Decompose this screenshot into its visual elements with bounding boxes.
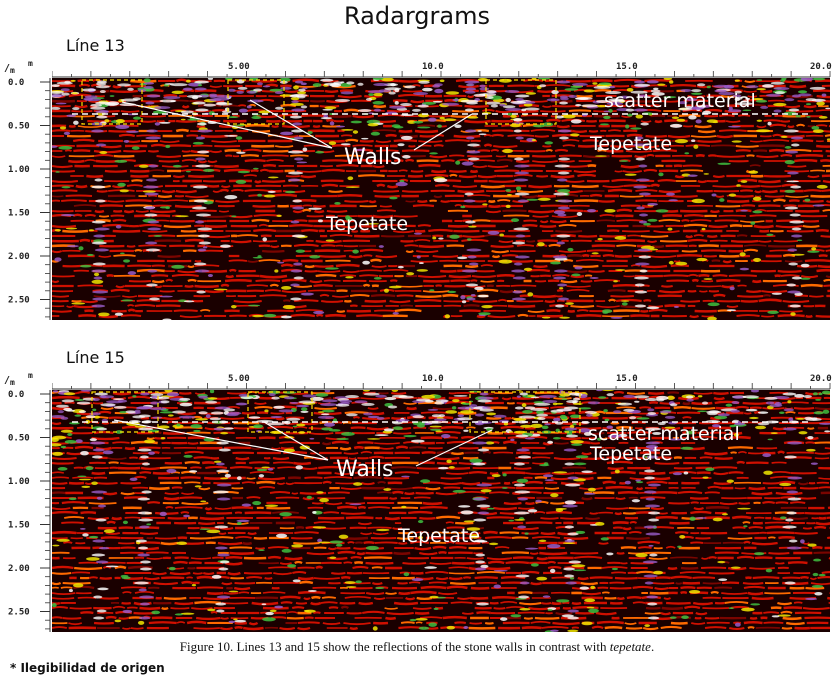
x-tick-label: 20.0 xyxy=(810,62,832,72)
y-tick-label: 2.00 xyxy=(8,252,30,262)
figure-title: Radargrams xyxy=(344,2,490,30)
unit-slash: / xyxy=(4,375,11,386)
y-tick-label: 0.0 xyxy=(8,78,24,88)
figure-caption: Figure 10. Lines 13 and 15 show the refl… xyxy=(0,639,834,655)
y-tick-label: 2.50 xyxy=(8,608,30,618)
x-tick-label: 5.00 xyxy=(228,62,250,72)
line-15-label: Líne 15 xyxy=(66,348,125,367)
x-tick-label: 15.0 xyxy=(616,62,638,72)
line-13-label: Líne 13 xyxy=(66,36,125,55)
tepetate-annotation-right: Tepetate xyxy=(589,133,672,155)
caption-end: . xyxy=(650,639,655,654)
wall-markers-13 xyxy=(81,79,557,125)
y-tick-label: 1.50 xyxy=(8,209,30,219)
walls-annotation: Walls xyxy=(344,145,402,170)
y-axis-15: 0.0 0.50 1.00 1.50 2.00 2.50 xyxy=(8,390,51,632)
y-unit-label: m xyxy=(10,378,15,387)
y-tick-label: 1.00 xyxy=(8,165,30,175)
caption-text: Figure 10. Lines 13 and 15 show the refl… xyxy=(179,639,610,654)
x-unit-label: m xyxy=(28,371,33,380)
y-tick-label: 1.00 xyxy=(8,477,30,487)
y-tick-label: 2.00 xyxy=(8,564,30,574)
radargram-line-15: Walls scatter material Tepetate Tepetate xyxy=(52,390,830,632)
unit-slash: / xyxy=(4,63,11,74)
x-tick-label: 15.0 xyxy=(616,374,638,384)
y-tick-label: 0.0 xyxy=(8,390,24,400)
walls-arrow xyxy=(263,421,329,461)
x-unit-label: m xyxy=(28,59,33,68)
x-axis-13: 5.00 10.0 15.0 20.0 xyxy=(52,62,832,78)
footnote: * Ilegibilidad de origen xyxy=(10,661,165,675)
y-tick-label: 2.50 xyxy=(8,296,30,306)
y-unit-label: m xyxy=(10,66,15,75)
x-tick-label: 10.0 xyxy=(422,62,444,72)
tepetate-annotation-center: Tepetate xyxy=(325,213,408,235)
walls-arrow xyxy=(413,113,473,151)
scatter-material-annotation: scatter material xyxy=(588,423,740,445)
x-tick-label: 5.00 xyxy=(228,374,250,384)
scatter-material-annotation: scatter material xyxy=(604,90,756,112)
caption-italic: tepetate xyxy=(609,639,651,654)
walls-arrow xyxy=(121,101,333,149)
tepetate-annotation-center: Tepetate xyxy=(397,525,480,547)
x-tick-label: 20.0 xyxy=(810,374,832,384)
y-tick-label: 0.50 xyxy=(8,434,30,444)
y-tick-label: 1.50 xyxy=(8,521,30,531)
y-axis-13: 0.0 0.50 1.00 1.50 2.00 2.50 xyxy=(8,78,51,320)
walls-annotation: Walls xyxy=(336,457,394,482)
y-tick-label: 0.50 xyxy=(8,122,30,132)
tepetate-annotation-right: Tepetate xyxy=(589,443,672,465)
walls-arrow xyxy=(113,419,329,461)
x-axis-15: 5.00 10.0 15.0 20.0 xyxy=(52,374,832,390)
radargram-line-13: Walls scatter material Tepetate Tepetate xyxy=(52,78,830,320)
walls-arrow xyxy=(415,429,493,467)
walls-arrow xyxy=(249,99,333,149)
x-tick-label: 10.0 xyxy=(422,374,444,384)
